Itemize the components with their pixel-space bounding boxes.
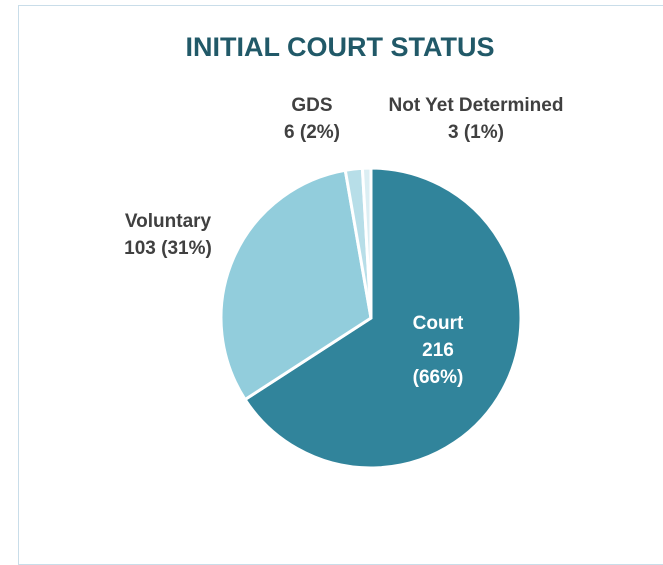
label-value: 216 (66%) xyxy=(412,340,464,388)
data-label: Voluntary 103 (31%) xyxy=(124,208,212,262)
pie-slice xyxy=(219,168,373,402)
label-value: 3 (1%) xyxy=(448,122,504,143)
label-value: 103 (31%) xyxy=(124,238,212,259)
label-category: Not Yet Determined xyxy=(388,95,564,116)
label-category: Court xyxy=(412,313,464,334)
label-category: Voluntary xyxy=(124,211,212,232)
chart-title: INITIAL COURT STATUS xyxy=(185,32,495,62)
data-label: GDS 6 (2%) xyxy=(284,92,340,146)
chart xyxy=(219,166,523,470)
label-value: 6 (2%) xyxy=(284,122,340,143)
label-category: GDS xyxy=(291,95,333,116)
pie-slice xyxy=(243,166,523,470)
data-label: Court 216 (66%) xyxy=(398,310,478,391)
pie-slice xyxy=(360,166,373,320)
data-label: Not Yet Determined 3 (1%) xyxy=(389,92,564,146)
page: {"chart_data": {"type": "pie", "title": … xyxy=(18,5,663,565)
